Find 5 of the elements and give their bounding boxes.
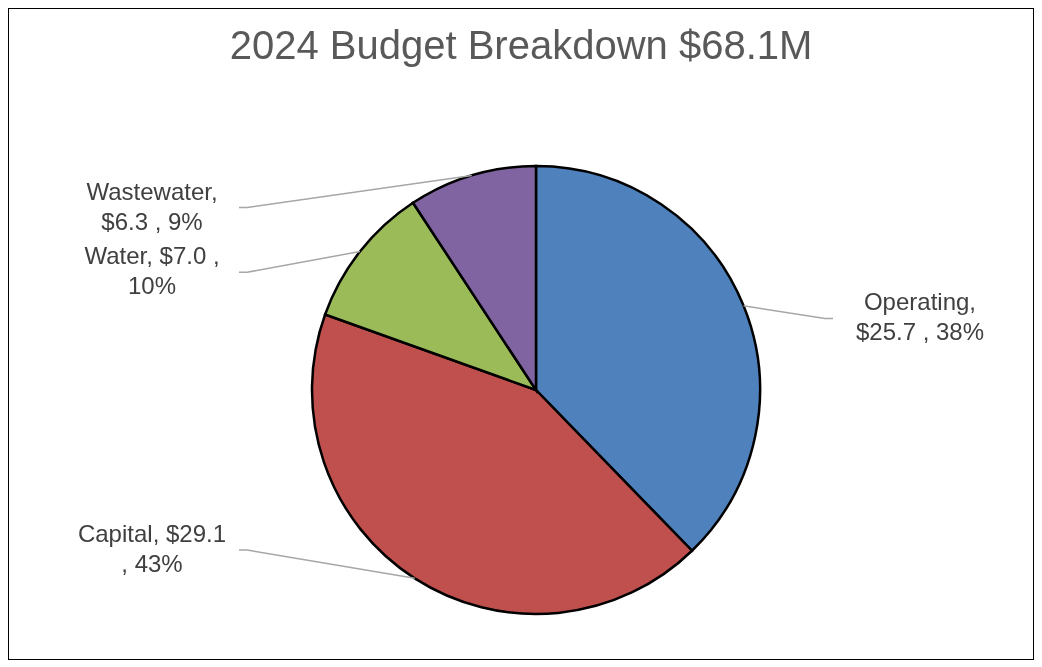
slice-label: Water, $7.0 , 10% — [84, 242, 220, 300]
slice-label: Wastewater, $6.3 , 9% — [86, 177, 218, 235]
slice-label: Capital, $29.1 , 43% — [77, 520, 227, 578]
chart-title: 2024 Budget Breakdown $68.1M — [228, 22, 814, 69]
slice-label: Operating, $25.7 , 38% — [855, 288, 985, 346]
